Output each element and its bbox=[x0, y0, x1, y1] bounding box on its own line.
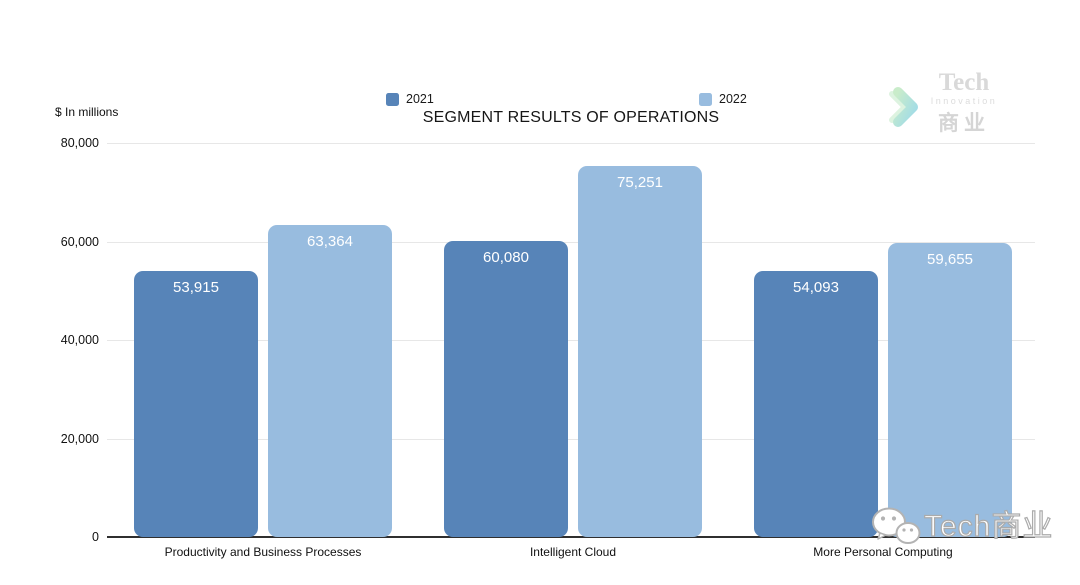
legend-label-2021: 2021 bbox=[406, 92, 434, 106]
units-label: $ In millions bbox=[55, 105, 119, 119]
x-axis-line bbox=[107, 536, 1035, 538]
legend-item-2021: 2021 bbox=[386, 92, 434, 106]
y-tick-label: 60,000 bbox=[60, 234, 99, 249]
gridline bbox=[107, 438, 1035, 440]
legend-swatch-2021 bbox=[386, 92, 399, 106]
bar-value-label: 59,655 bbox=[927, 251, 973, 269]
y-tick-label: 20,000 bbox=[60, 431, 99, 446]
y-tick-label: 0 bbox=[92, 530, 99, 544]
gridline bbox=[107, 143, 1035, 144]
chart-title: SEGMENT RESULTS OF OPERATIONS bbox=[422, 109, 720, 126]
y-tick-label: 40,000 bbox=[60, 333, 99, 347]
bar-value-label: 63,364 bbox=[307, 232, 353, 250]
brand-logo-watermark: Tech Innovation 商业 bbox=[889, 69, 1029, 145]
logo-text-chinese: 商业 bbox=[938, 111, 990, 136]
bar-2022-1: 63,364 bbox=[268, 224, 392, 537]
bottom-watermark: Tech商业 bbox=[870, 506, 1053, 548]
legend-label-2022: 2022 bbox=[719, 92, 747, 106]
chevron-icon bbox=[889, 87, 918, 127]
category-label: Intelligent Cloud bbox=[529, 545, 617, 559]
bar-2021-3: 54,093 bbox=[754, 270, 878, 537]
bar-2022-2: 75,251 bbox=[578, 166, 702, 537]
bar-value-label: 75,251 bbox=[617, 174, 663, 192]
logo-text-tech: Tech bbox=[938, 69, 990, 96]
bar-value-label: 54,093 bbox=[793, 278, 839, 296]
legend-item-2022: 2022 bbox=[699, 92, 747, 106]
logo-text-innovation: Innovation bbox=[930, 96, 998, 107]
category-label: Productivity and Business Processes bbox=[164, 545, 362, 559]
bar-2021-1: 53,915 bbox=[134, 271, 258, 537]
y-tick-label: 80,000 bbox=[60, 136, 99, 150]
bar-2021-2: 60,080 bbox=[444, 241, 568, 537]
legend-swatch-2022 bbox=[699, 92, 712, 106]
gridline bbox=[107, 241, 1035, 243]
bar-value-label: 53,915 bbox=[173, 279, 219, 297]
gridline bbox=[107, 340, 1035, 341]
bottom-watermark-text: Tech商业 bbox=[923, 510, 1054, 543]
category-label: More Personal Computing bbox=[813, 545, 953, 559]
wechat-icon bbox=[872, 507, 921, 544]
bar-2022-3: 59,655 bbox=[888, 243, 1012, 537]
bar-value-label: 60,080 bbox=[483, 249, 529, 267]
